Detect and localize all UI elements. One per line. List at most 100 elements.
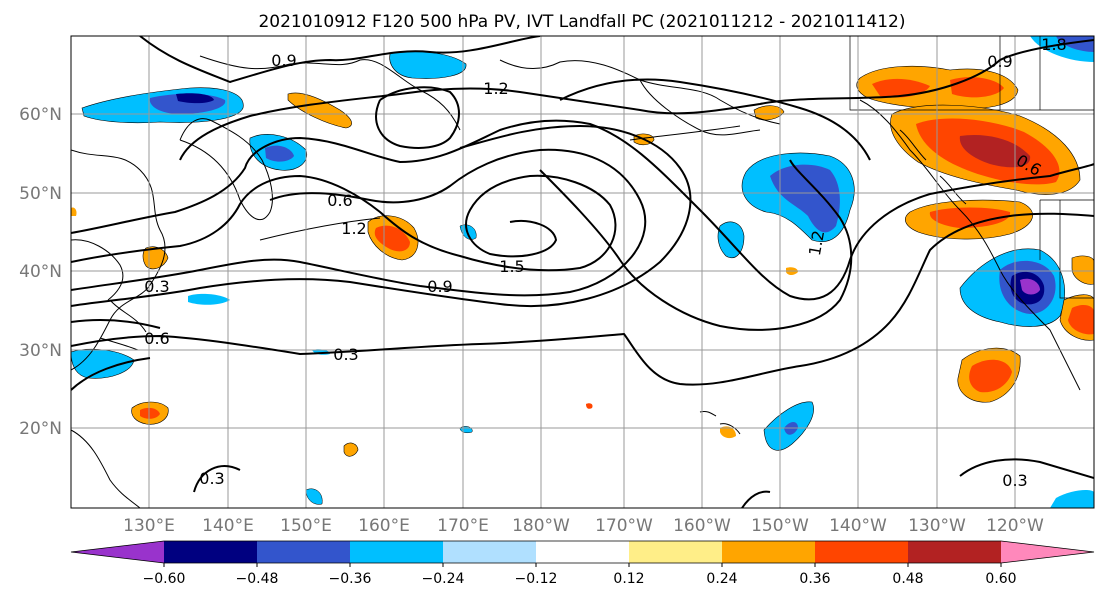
- lon-label: 160°W: [673, 516, 731, 536]
- lat-label: 30°N: [19, 341, 62, 361]
- contour-label: 1.2: [483, 79, 508, 98]
- pv-positive-region: [1068, 305, 1094, 335]
- pv-negative-region: [770, 164, 840, 233]
- borders: [849, 36, 1094, 299]
- contour-line: [179, 39, 1094, 161]
- map-frame: [70, 35, 1095, 509]
- colorbar-tick-label: 0.36: [799, 571, 830, 587]
- pv-positive-region: [720, 426, 736, 439]
- lon-label: 180°W: [512, 516, 570, 536]
- lon-label: 140°E: [202, 516, 254, 536]
- colorbar-tick-label: −0.24: [422, 571, 465, 587]
- coastline-asia: [71, 239, 124, 301]
- contour-label: 1.5: [499, 257, 524, 276]
- contour-line: [139, 36, 541, 84]
- contour-line: [71, 148, 647, 297]
- pv-negative-region: [176, 93, 214, 104]
- colorbar-tick-label: 0.48: [892, 571, 923, 587]
- lat-label: 50°N: [19, 184, 62, 204]
- colorbar-ticks: −0.60 −0.48 −0.36 −0.24 −0.12 0.12 0.24 0.36 0.4…: [143, 563, 1017, 587]
- map-title: 2021010912 F120 500 hPa PV, IVT Landfall…: [258, 12, 905, 32]
- contour-line: [539, 159, 853, 331]
- contour-line: [71, 174, 617, 272]
- lon-label: 160°E: [358, 516, 410, 536]
- lon-label: 170°W: [595, 516, 653, 536]
- pv-negative-region: [188, 293, 230, 305]
- coastline-siberia: [199, 55, 461, 131]
- contour-label: 1.2: [341, 219, 366, 238]
- contour-label: 0.9: [987, 52, 1012, 71]
- graticule: [71, 36, 1094, 508]
- border-line: [1039, 199, 1094, 299]
- coastline-alaska: [639, 79, 761, 136]
- pv-negative-region: [265, 145, 294, 162]
- pv-contours: [71, 36, 1094, 508]
- map-area: 0.9 1.2 0.6 1.2 1.5 0.9 0.3 0.6 0.3 0.3 …: [71, 35, 1094, 508]
- colorbar-extend-low: [71, 541, 164, 563]
- coastline-asia: [71, 149, 166, 371]
- contour-line: [959, 458, 1094, 479]
- colorbar-extend-high: [1001, 541, 1094, 563]
- contour-line: [375, 86, 460, 149]
- lon-label: 120°W: [986, 516, 1044, 536]
- pv-positive-region: [959, 134, 1031, 168]
- contour-label: 0.6: [327, 191, 352, 210]
- pv-positive-region: [969, 359, 1012, 393]
- colorbar-tick-label: 0.24: [706, 571, 737, 587]
- pv-negative-region: [305, 488, 323, 505]
- contour-label: 0.3: [199, 469, 224, 488]
- contour-line: [71, 212, 1094, 386]
- border-line: [849, 36, 1094, 111]
- colorbar-cell: [629, 541, 723, 563]
- colorbar-cell: [350, 541, 444, 563]
- pv-negative-region: [1056, 36, 1094, 52]
- lat-label: 60°N: [19, 105, 62, 125]
- pv-positive-region: [140, 407, 160, 419]
- pv-positive-region: [929, 207, 1011, 228]
- pv-positive-region: [1071, 255, 1094, 285]
- latitude-labels: 60°N 50°N 40°N 30°N 20°N: [19, 105, 62, 439]
- contour-line: [71, 319, 161, 391]
- contour-line: [71, 124, 692, 307]
- pv-positive-region: [71, 207, 77, 216]
- colorbar-tick-label: −0.48: [236, 571, 279, 587]
- pv-positive-region: [586, 403, 593, 409]
- lon-label: 130°E: [123, 516, 175, 536]
- pv-negative-region: [1020, 278, 1040, 295]
- contour-label: 0.6: [144, 329, 169, 348]
- colorbar-cell: [908, 541, 1002, 563]
- colorbar-tick-label: −0.12: [515, 571, 558, 587]
- lon-label: 130°W: [908, 516, 966, 536]
- contour-label: 0.3: [333, 345, 358, 364]
- colorbar-cell: [443, 541, 537, 563]
- lat-label: 40°N: [19, 262, 62, 282]
- longitude-labels: 130°E 140°E 150°E 160°E 170°E 180°W 170°…: [123, 516, 1044, 536]
- lon-label: 150°E: [280, 516, 332, 536]
- pv-anomaly-fill: [71, 36, 1094, 508]
- colorbar-tick-label: 0.60: [985, 571, 1016, 587]
- colorbar-cell: [164, 541, 258, 563]
- contour-label: 0.3: [1002, 471, 1027, 490]
- coastline-japan: [99, 299, 147, 351]
- colorbar-tick-label: −0.36: [329, 571, 372, 587]
- colorbar: −0.60 −0.48 −0.36 −0.24 −0.12 0.12 0.24 0.36 0.4…: [70, 540, 1095, 587]
- contour-label: 1.2: [805, 229, 828, 257]
- contour-line: [741, 490, 771, 508]
- contour-label: 0.3: [144, 277, 169, 296]
- colorbar-cell: [722, 541, 816, 563]
- contour-line: [559, 78, 871, 161]
- pv-positive-region: [872, 78, 930, 98]
- colorbar-tick-label: 0.12: [613, 571, 644, 587]
- contour-label: 0.9: [427, 277, 452, 296]
- pv-positive-region: [343, 442, 359, 457]
- contour-line: [193, 465, 241, 493]
- colorbar-cell: [257, 541, 351, 563]
- lon-label: 140°W: [829, 516, 887, 536]
- colorbar-cell: [536, 541, 630, 563]
- colorbar-cells: [70, 540, 1095, 564]
- lon-label: 170°E: [437, 516, 489, 536]
- contour-label: 0.9: [271, 51, 296, 70]
- contour-label: 1.8: [1041, 35, 1066, 54]
- coastline-china: [71, 429, 141, 508]
